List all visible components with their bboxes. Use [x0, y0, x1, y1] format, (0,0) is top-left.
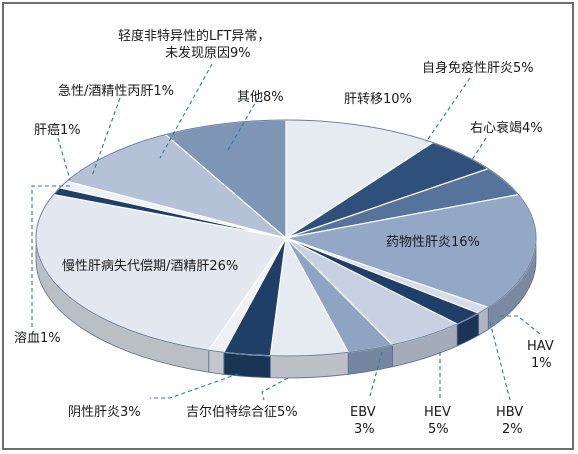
pie-outline [35, 119, 537, 357]
label-hbv-pct: 2% [502, 422, 523, 437]
pie-top-layer [35, 119, 537, 357]
leader-gilbert [261, 377, 289, 401]
leader-hemolysis [31, 185, 70, 328]
label-ebv-name: EBV [350, 405, 376, 420]
label-hav-pct: 1% [531, 356, 552, 371]
label-drug: 药物性肝炎16% [386, 235, 480, 250]
leader-cancer [57, 137, 71, 181]
slice-labels: 轻度非特异性的LFT异常， 未发现原因9% 急性/酒精性丙肝1% 肝癌1% 其他… [14, 28, 554, 437]
leader-hav [500, 315, 541, 335]
leader-ebv [369, 351, 383, 397]
leader-lft [159, 63, 213, 159]
leader-lines [31, 63, 541, 401]
label-negative: 阴性肝炎3% [68, 405, 141, 420]
leader-negative [150, 373, 239, 399]
label-other: 其他8% [237, 90, 284, 105]
label-hev-pct: 5% [428, 422, 449, 437]
label-cancer: 肝癌1% [34, 122, 81, 138]
label-lft-line2: 未发现原因9% [165, 45, 251, 61]
label-hav-name: HAV [527, 339, 554, 354]
label-hev-name: HEV [424, 405, 451, 420]
label-gilbert: 吉尔伯特综合征5% [186, 405, 298, 420]
leader-other [227, 97, 259, 151]
label-metastasis: 肝转移10% [344, 92, 412, 107]
label-lft-line1: 轻度非特异性的LFT异常， [118, 28, 270, 44]
label-hbv-name: HBV [496, 405, 523, 420]
label-rhf: 右心衰竭4% [470, 120, 543, 136]
label-chronic: 慢性肝病失代偿期/酒精肝26% [62, 258, 238, 274]
label-acute: 急性/酒精性丙肝1% [58, 84, 174, 99]
label-hemolysis: 溶血1% [14, 331, 61, 346]
label-ebv-pct: 3% [354, 422, 375, 437]
pie-side-10 [208, 349, 225, 375]
leader-hbv [489, 321, 511, 401]
label-autoimmune: 自身免疫性肝炎5% [422, 60, 534, 76]
leader-autoimmune [425, 77, 471, 143]
leader-rhf [471, 137, 487, 161]
